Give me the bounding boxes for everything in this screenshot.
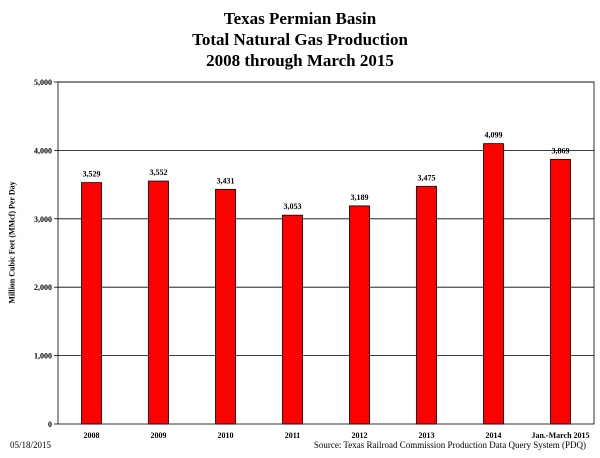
y-tick-label: 4,000 <box>34 146 52 155</box>
x-tick-label: 2009 <box>151 431 167 440</box>
bar <box>81 182 102 425</box>
bar <box>550 158 571 425</box>
x-tick-label: 2013 <box>419 431 435 440</box>
bar-value-label: 3,552 <box>150 168 168 177</box>
chart-title-line-2: Total Natural Gas Production <box>192 30 408 49</box>
x-tick-label: Jan.-March 2015 <box>531 431 589 440</box>
y-tick-label: 3,000 <box>34 215 52 224</box>
bar-value-label: 4,099 <box>485 131 503 140</box>
bar-value-label: 3,475 <box>418 173 436 182</box>
x-tick-label: 2010 <box>218 431 234 440</box>
x-tick-label: 2014 <box>486 431 502 440</box>
y-tick-label: 5,000 <box>34 78 52 87</box>
bar-value-label: 3,053 <box>284 202 302 211</box>
bar <box>215 188 236 425</box>
bar <box>349 205 370 425</box>
y-tick-label: 2,000 <box>34 283 52 292</box>
bar-value-label: 3,431 <box>217 176 235 185</box>
bar-value-label: 3,189 <box>351 193 369 202</box>
bar <box>416 185 437 425</box>
x-tick-label: 2008 <box>84 431 100 440</box>
footer-date: 05/18/2015 <box>10 440 52 450</box>
chart-title: Texas Permian Basin Total Natural Gas Pr… <box>0 8 600 71</box>
plot-area-border <box>57 81 595 425</box>
x-tick-label: 2011 <box>285 431 301 440</box>
y-tick-label: 0 <box>48 420 52 429</box>
bar <box>483 143 504 425</box>
x-tick-label: 2012 <box>352 431 368 440</box>
chart-title-line-1: Texas Permian Basin <box>223 9 377 28</box>
chart-title-line-3: 2008 through March 2015 <box>206 51 394 70</box>
bar <box>282 214 303 425</box>
bar <box>148 180 169 425</box>
y-tick-label: 1,000 <box>34 352 52 361</box>
footer-source: Source: Texas Railroad Commission Produc… <box>313 440 586 450</box>
bar-value-label: 3,529 <box>83 170 101 179</box>
bar-value-label: 3,869 <box>552 146 570 155</box>
